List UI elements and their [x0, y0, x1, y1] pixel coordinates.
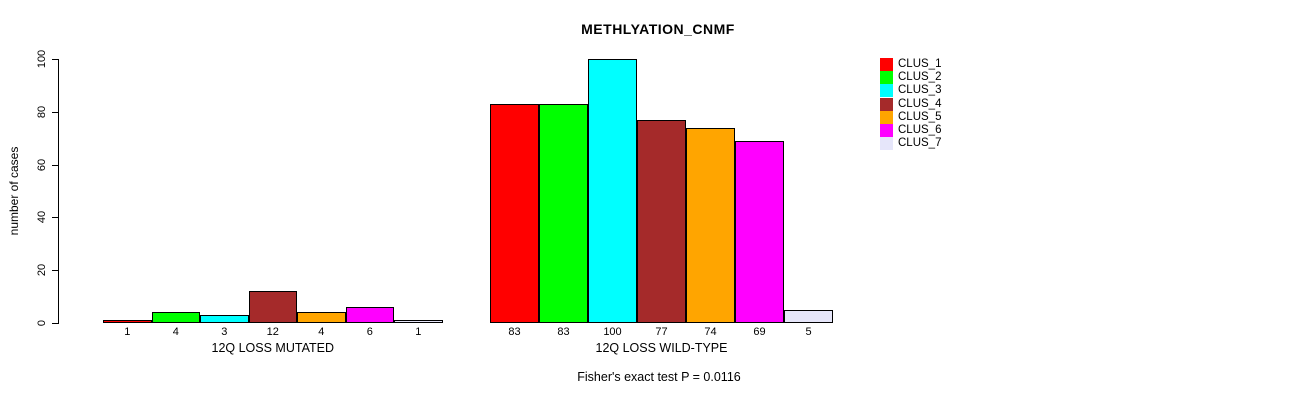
- legend-row: CLUS_4: [880, 97, 942, 111]
- bar-value-label: 100: [603, 326, 622, 338]
- bar-clus_3: [588, 59, 637, 323]
- legend-row: CLUS_3: [880, 84, 942, 98]
- group-label: 12Q LOSS MUTATED: [211, 341, 334, 355]
- legend-label: CLUS_3: [898, 84, 942, 97]
- bar-clus_4: [637, 120, 686, 323]
- chart-title: METHLYATION_CNMF: [581, 21, 735, 37]
- bar-value-label: 74: [704, 326, 717, 338]
- bar-clus_3: [200, 315, 249, 323]
- legend-swatch-icon: [880, 97, 893, 111]
- bar-clus_4: [248, 291, 297, 323]
- bar-clus_5: [297, 312, 346, 323]
- bar-value-label: 77: [655, 326, 668, 338]
- y-axis-tick-label: 100: [36, 49, 48, 69]
- bar-clus_7: [394, 320, 443, 323]
- bar-value-label: 1: [415, 326, 422, 338]
- legend-swatch-icon: [880, 58, 893, 72]
- legend-swatch-icon: [880, 84, 893, 98]
- bar-value-label: 69: [753, 326, 766, 338]
- bar-value-label: 83: [508, 326, 521, 338]
- y-axis-tick: [52, 270, 58, 272]
- y-axis-tick-label: 40: [36, 211, 48, 224]
- y-axis-tick: [52, 111, 58, 113]
- legend-label: CLUS_5: [898, 110, 942, 123]
- bar-value-label: 12: [266, 326, 279, 338]
- bar-clus_6: [735, 141, 784, 323]
- bar-clus_5: [686, 128, 735, 323]
- bar-value-label: 1: [124, 326, 131, 338]
- legend-label: CLUS_4: [898, 97, 942, 110]
- bar-value-label: 4: [318, 326, 325, 338]
- y-axis-tick: [52, 217, 58, 219]
- legend-swatch-icon: [880, 124, 893, 138]
- legend-swatch-icon: [880, 137, 893, 151]
- legend-row: CLUS_6: [880, 124, 942, 138]
- bar-value-label: 83: [557, 326, 570, 338]
- legend-swatch-icon: [880, 110, 893, 124]
- legend-row: CLUS_1: [880, 58, 942, 72]
- group-label: 12Q LOSS WILD-TYPE: [595, 341, 728, 355]
- bar-value-label: 5: [805, 326, 812, 338]
- legend-label: CLUS_7: [898, 137, 942, 150]
- fisher-test-note: Fisher's exact test P = 0.0116: [577, 370, 741, 384]
- legend-row: CLUS_5: [880, 110, 942, 124]
- legend-label: CLUS_6: [898, 124, 942, 137]
- legend-label: CLUS_2: [898, 71, 942, 84]
- bar-clus_2: [539, 104, 588, 323]
- y-axis-tick-label: 60: [36, 158, 48, 171]
- bar-clus_6: [345, 307, 394, 323]
- y-axis-tick-label: 20: [36, 264, 48, 277]
- legend-label: CLUS_1: [898, 58, 942, 71]
- legend-row: CLUS_7: [880, 137, 942, 151]
- bar-value-label: 6: [366, 326, 373, 338]
- legend-row: CLUS_2: [880, 71, 942, 85]
- bar-value-label: 4: [172, 326, 179, 338]
- y-axis-tick: [52, 164, 58, 166]
- bar-clus_7: [784, 310, 833, 323]
- y-axis-tick-label: 0: [36, 319, 48, 327]
- bar-clus_1: [103, 320, 152, 323]
- y-axis-tick: [52, 59, 58, 60]
- y-axis-tick-label: 80: [36, 105, 48, 118]
- y-axis-label: number of cases: [7, 146, 21, 236]
- y-axis-tick: [52, 323, 58, 324]
- bar-clus_1: [490, 104, 539, 323]
- bar-value-label: 3: [221, 326, 228, 338]
- bar-clus_2: [151, 312, 200, 323]
- legend-swatch-icon: [880, 71, 893, 85]
- y-axis-line: [58, 59, 59, 324]
- legend: CLUS_1 CLUS_2 CLUS_3 CLUS_4 CLUS_5 CLUS_6 CLUS…: [880, 58, 942, 151]
